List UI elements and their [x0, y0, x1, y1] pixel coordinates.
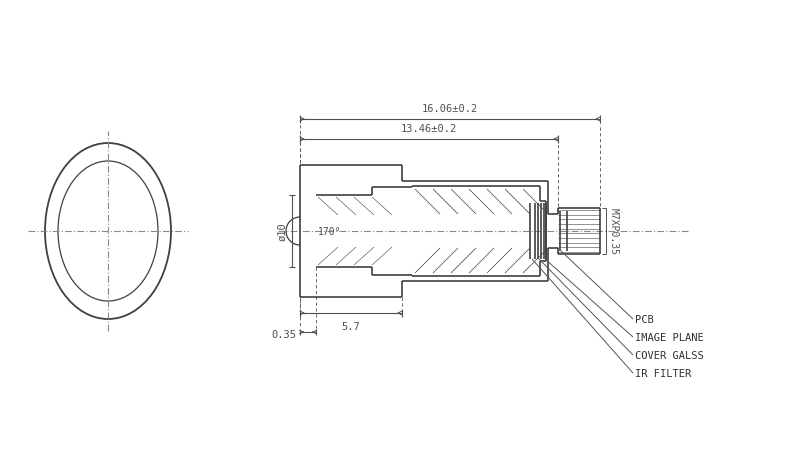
Text: 170°: 170° [318, 226, 342, 237]
Text: 16.06±0.2: 16.06±0.2 [422, 104, 478, 114]
Text: 5.7: 5.7 [342, 321, 360, 332]
Text: COVER GALSS: COVER GALSS [635, 350, 704, 360]
Text: PCB: PCB [635, 314, 654, 324]
Text: IMAGE PLANE: IMAGE PLANE [635, 332, 704, 342]
Text: M7XP0.35: M7XP0.35 [609, 208, 619, 255]
Text: IR FILTER: IR FILTER [635, 368, 691, 378]
Text: 0.35: 0.35 [271, 329, 296, 339]
Text: ø10: ø10 [277, 222, 287, 241]
Text: 13.46±0.2: 13.46±0.2 [401, 124, 457, 134]
